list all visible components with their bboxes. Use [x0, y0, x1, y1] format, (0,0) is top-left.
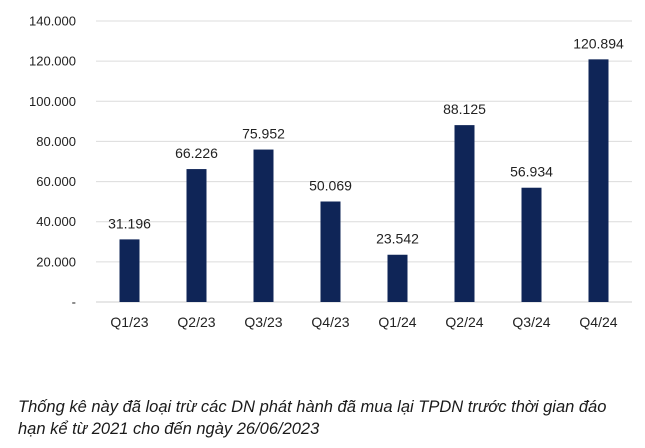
x-tick-label: Q3/23 — [244, 314, 282, 330]
data-label: 88.125 — [443, 101, 486, 117]
bar — [454, 125, 475, 302]
bar — [186, 169, 207, 302]
bars — [119, 59, 609, 302]
x-tick-label: Q3/24 — [512, 314, 550, 330]
bar — [387, 254, 408, 302]
data-label: 23.542 — [376, 231, 419, 247]
bar-chart: - 20.000 40.000 60.000 80.000 100.000 120.000 1… — [29, 14, 632, 330]
y-tick-label: 40.000 — [36, 214, 76, 229]
bar — [253, 149, 274, 302]
x-axis-ticks: Q1/23 Q2/23 Q3/23 Q4/23 Q1/24 Q2/24 Q3/24 Q4/24 — [110, 314, 617, 330]
x-tick-label: Q4/23 — [311, 314, 349, 330]
data-label: 120.894 — [573, 35, 624, 51]
y-tick-label: 60.000 — [36, 174, 76, 189]
x-tick-label: Q1/23 — [110, 314, 148, 330]
bar — [320, 201, 341, 302]
data-labels: 31.196 66.226 75.952 50.069 23.542 88.125 56.9… — [108, 35, 624, 246]
y-axis-ticks: - 20.000 40.000 60.000 80.000 100.000 120.000 1… — [29, 14, 76, 310]
x-tick-label: Q2/24 — [445, 314, 483, 330]
gridlines — [96, 20, 632, 303]
bar — [119, 239, 140, 302]
y-tick-label: 120.000 — [29, 54, 76, 69]
y-tick-label: 140.000 — [29, 14, 76, 29]
data-label: 66.226 — [175, 145, 218, 161]
y-tick-label: 20.000 — [36, 254, 76, 269]
bar — [588, 59, 609, 302]
y-tick-label: 100.000 — [29, 94, 76, 109]
data-label: 31.196 — [108, 215, 151, 231]
y-tick-label: 80.000 — [36, 134, 76, 149]
x-tick-label: Q1/24 — [378, 314, 416, 330]
data-label: 75.952 — [242, 126, 285, 142]
chart-caption: Thống kê này đã loại trừ các DN phát hàn… — [18, 398, 607, 438]
y-tick-label: - — [72, 295, 76, 310]
bar — [521, 187, 542, 302]
data-label: 50.069 — [309, 178, 352, 194]
x-tick-label: Q2/23 — [177, 314, 215, 330]
data-label: 56.934 — [510, 164, 553, 180]
x-tick-label: Q4/24 — [579, 314, 617, 330]
